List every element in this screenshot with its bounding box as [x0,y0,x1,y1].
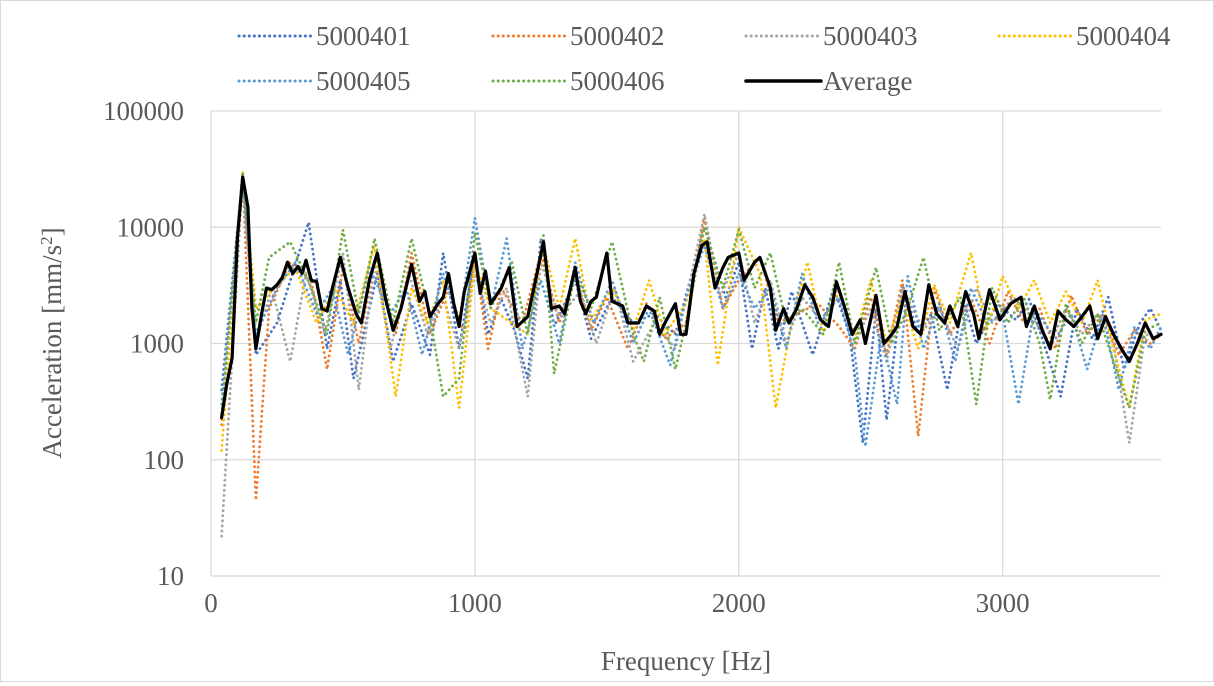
y-tick-label: 1000 [130,329,184,359]
y-tick-label: 10 [157,561,184,591]
x-tick-label: 1000 [448,588,502,618]
legend-label: Average [823,66,912,96]
y-tick-label: 100 [144,445,185,475]
x-axis-title: Frequency [Hz] [601,646,771,676]
legend-label: 5000401 [316,21,411,51]
y-tick-labels: 10 100 1000 10000 100000 [103,96,184,591]
series-line-5000403 [220,175,1163,538]
legend-label: 5000406 [570,66,665,96]
y-axis-title-end: ] [37,227,67,236]
y-axis-title-superscript: 2 [37,236,56,245]
x-tick-label: 2000 [712,588,766,618]
legend-item: 5000401 [237,21,411,51]
y-tick-label: 100000 [103,96,184,126]
legend-item: Average [744,66,912,96]
plot-border [210,111,1161,577]
legend-label: 5000405 [316,66,411,96]
series-lines [220,170,1163,538]
grid-lines [211,110,1161,577]
x-tick-label: 3000 [976,588,1030,618]
legend-item: 5000405 [237,66,411,96]
y-axis-title-main: Acceleration [mm/s [37,245,67,459]
legend-label: 5000404 [1076,21,1171,51]
series-line-5000404 [220,170,1163,452]
legend-label: 5000402 [570,21,665,51]
x-tick-labels: 0 1000 2000 3000 [204,588,1029,618]
y-tick-label: 10000 [117,212,185,242]
legend-item: 5000402 [491,21,665,51]
legend-label: 5000403 [823,21,918,51]
x-tick-label: 0 [204,588,218,618]
legend-item: 5000404 [997,21,1171,51]
legend-item: 5000406 [491,66,665,96]
legend-item: 5000403 [744,21,918,51]
series-line-average [220,175,1163,420]
series-line-5000405 [220,177,1163,448]
legend: 5000401 5000402 5000403 5000404 5000405 50004… [237,21,1171,96]
y-axis-title: Acceleration [mm/s2] [37,227,68,458]
